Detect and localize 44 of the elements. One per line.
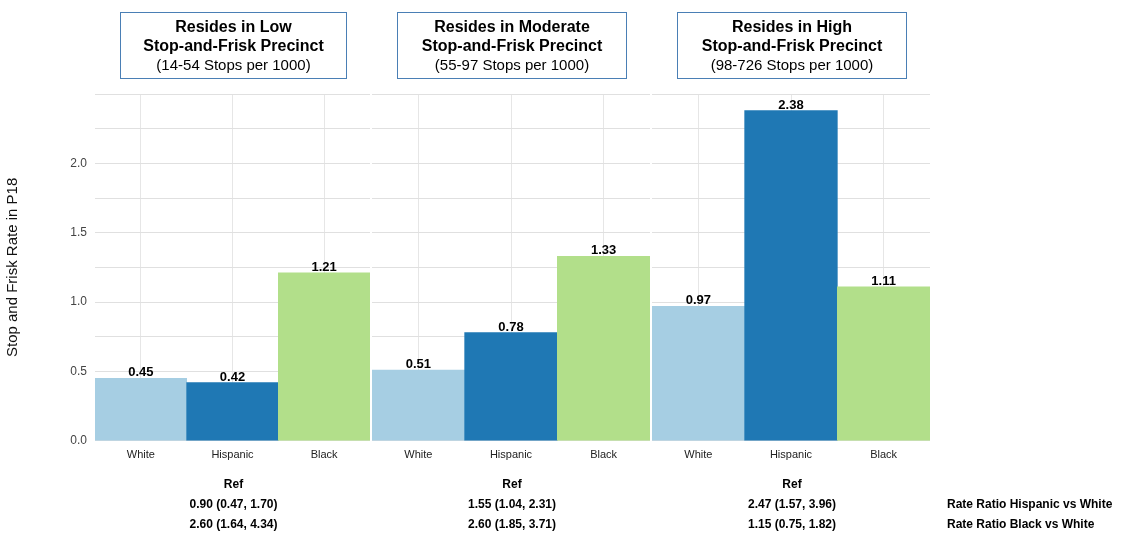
data-label: 0.97	[685, 292, 711, 308]
y-axis-title: Stop and Frisk Rate in P18	[3, 177, 21, 358]
x-tick-label: Hispanic	[211, 448, 255, 461]
chart-subtitle: (98-726 Stops per 1000)	[709, 55, 875, 74]
x-tick-label: Hispanic	[769, 448, 813, 461]
data-label: 2.38	[778, 96, 804, 112]
text: 2.60 (1.85, 3.71)	[466, 516, 558, 533]
bar	[278, 272, 370, 441]
bar	[95, 378, 187, 441]
x-tick-label: Black	[870, 448, 898, 461]
y-tick-label: 0.0	[70, 433, 88, 448]
y-tick-label: 1.0	[70, 294, 88, 309]
text: Rate Ratio Black vs White	[947, 516, 1095, 533]
data-label: 0.45	[128, 364, 154, 380]
data-label: 0.42	[219, 368, 246, 384]
chart-title: Resides in Moderate Stop-and-Frisk Precinct	[420, 17, 604, 55]
x-tick-label: Hispanic	[489, 448, 533, 461]
chart-title: Resides in High Stop-and-Frisk Precinct	[700, 17, 884, 55]
y-tick-label: 2.0	[70, 155, 88, 170]
y-tick-label: 0.5	[70, 363, 88, 378]
text: Rate Ratio Hispanic vs White	[947, 496, 1113, 513]
text: Ref	[781, 476, 803, 493]
text: 2.60 (1.64, 4.34)	[188, 516, 279, 533]
bar	[186, 382, 279, 441]
x-tick-label: Black	[590, 448, 618, 461]
x-tick-label: Black	[310, 448, 339, 461]
data-label: 0.78	[498, 318, 524, 334]
x-tick-label: White	[404, 448, 433, 461]
data-label: 0.51	[405, 356, 431, 372]
chart-title: Resides in Low Stop-and-Frisk Precinct	[142, 17, 325, 55]
x-tick-label: White	[126, 448, 155, 461]
x-tick-label: White	[684, 448, 713, 461]
text: Ref	[222, 476, 245, 493]
chart-subtitle: (14-54 Stops per 1000)	[155, 55, 312, 74]
text: 2.47 (1.57, 3.96)	[746, 496, 838, 513]
y-tick-label: 1.5	[70, 225, 88, 240]
text: Ref	[501, 476, 523, 493]
data-label: 1.21	[311, 259, 337, 275]
chart-subtitle: (55-97 Stops per 1000)	[433, 55, 591, 74]
data-label: 1.11	[871, 272, 896, 288]
text: 1.15 (0.75, 1.82)	[746, 516, 838, 533]
text: 1.55 (1.04, 2.31)	[466, 496, 558, 513]
text: 0.90 (0.47, 1.70)	[188, 496, 279, 513]
data-label: 1.33	[591, 242, 617, 258]
